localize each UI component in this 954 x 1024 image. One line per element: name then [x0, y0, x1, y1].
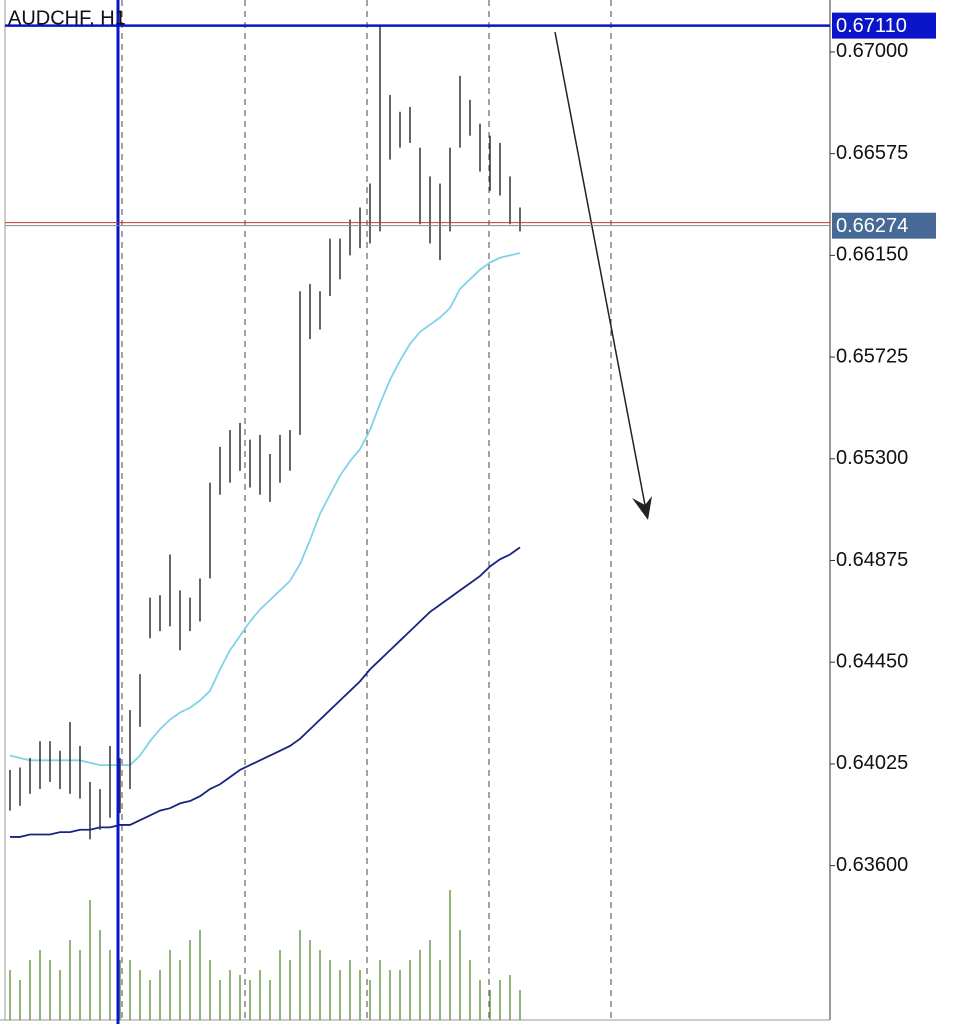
price-label: 0.67110: [836, 15, 907, 37]
y-tick-label: 0.64450: [836, 650, 908, 672]
y-tick-label: 0.64875: [836, 549, 908, 571]
moving-average: [9, 252, 521, 767]
y-tick-label: 0.66150: [836, 244, 908, 266]
y-tick-label: 0.67000: [836, 40, 908, 62]
y-tick-label: 0.65725: [836, 345, 908, 367]
arrow-head: [632, 496, 652, 520]
y-tick-label: 0.64025: [836, 752, 908, 774]
price-label: 0.66274: [836, 215, 908, 237]
y-tick-label: 0.66575: [836, 142, 908, 164]
chart-title: AUDCHF, H1: [8, 7, 126, 29]
y-tick-label: 0.65300: [836, 447, 908, 469]
price-label-box: [832, 12, 936, 39]
y-tick-label: 0.63600: [836, 854, 908, 876]
period-separators: [121, 0, 612, 1020]
moving-average: [10, 546, 521, 838]
plot: [9, 25, 521, 1020]
price-label-box: [832, 212, 936, 239]
arrow-shaft: [554, 31, 646, 506]
